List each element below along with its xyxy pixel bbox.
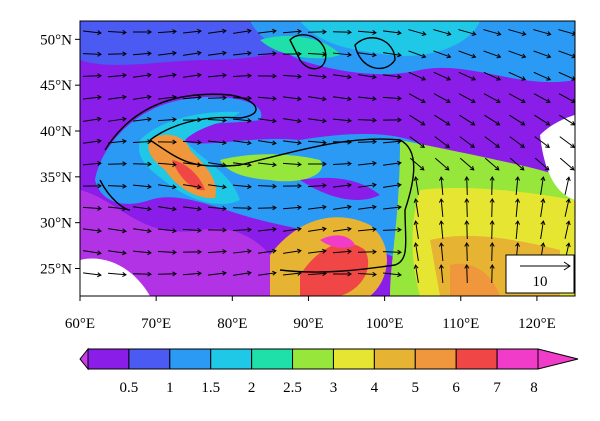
wind-vector [233,98,251,99]
colorbar-label: 5 [412,380,420,396]
colorbar-box [211,349,252,369]
wind-vector [233,208,251,209]
wind-vector [383,252,401,253]
wind-vector [467,243,468,261]
colorbar-box [374,349,415,369]
colorbar-label: 8 [530,380,538,396]
colorbar-label: 0.5 [120,380,139,396]
field [80,21,576,296]
wind-vector [492,221,493,239]
y-tick-label: 40°N [40,124,72,140]
colorbar-label: 7 [493,380,501,396]
y-tick-label: 30°N [40,216,72,232]
colorbar-box [456,349,497,369]
x-tick-label: 120°E [518,316,556,332]
wind-vector [133,274,151,275]
colorbar-box [170,349,211,369]
wind-vector [467,265,468,283]
colorbar-label: 2.5 [283,380,302,396]
colorbar-label: 2 [248,380,256,396]
colorbar-label: 6 [452,380,460,396]
x-tick-label: 70°E [141,316,171,332]
reference-vector: 10 [506,255,574,293]
colorbar-high [538,349,578,369]
wind-vector [467,177,468,195]
reference-label: 10 [533,274,548,290]
wind-vector [108,164,126,165]
x-tick-label: 100°E [366,316,404,332]
wind-vector [258,208,276,209]
colorbar-box [129,349,170,369]
wind-vector [333,32,351,33]
colorbar-label: 1.5 [201,380,220,396]
wind-vector [492,243,493,261]
wind-vector [492,265,493,283]
wind-vector [467,221,468,239]
x-tick-label: 80°E [217,316,247,332]
y-tick-label: 50°N [40,32,72,48]
colorbar-box [415,349,456,369]
colorbar-box [497,349,538,369]
colorbar-box [333,349,374,369]
wind-vector [158,274,176,275]
x-tick-label: 90°E [293,316,323,332]
y-tick-label: 25°N [40,262,72,278]
wind-vector [467,199,468,217]
colorbar-label: 3 [330,380,338,396]
x-tick-label: 110°E [442,316,479,332]
colorbar-box [252,349,293,369]
wind-vector [308,32,326,33]
wind-vector [358,142,376,143]
colorbar-low [80,349,88,369]
wind-vector [492,199,493,217]
colorbar: 0.5 1 1.5 2 2.5 3 4 5 6 7 8 [80,349,578,396]
y-tick-label: 45°N [40,78,72,94]
x-tick-label: 60°E [65,316,95,332]
colorbar-box [88,349,129,369]
wind-vector [492,177,493,195]
y-tick-label: 35°N [40,170,72,186]
colorbar-box [293,349,334,369]
colorbar-label: 1 [166,380,174,396]
colorbar-label: 4 [371,380,379,396]
wind-vector [83,54,101,55]
wind-vector [208,98,226,99]
